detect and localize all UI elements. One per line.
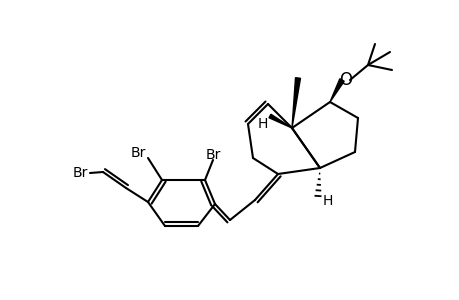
Polygon shape <box>291 78 300 128</box>
Text: Br: Br <box>73 166 88 180</box>
Text: Br: Br <box>130 146 146 160</box>
Text: H: H <box>257 117 268 131</box>
Text: Br: Br <box>205 148 220 162</box>
Text: O: O <box>339 71 352 89</box>
Polygon shape <box>269 114 291 128</box>
Polygon shape <box>329 79 343 102</box>
Text: H: H <box>322 194 333 208</box>
